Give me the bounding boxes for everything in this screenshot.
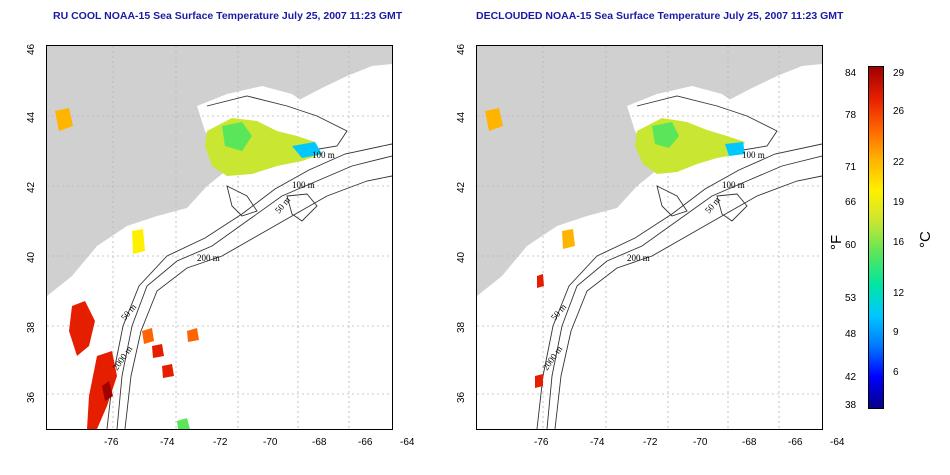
y-tick-label: 42 [456, 181, 467, 193]
y-tick-label: 46 [26, 43, 37, 55]
right-map-title: DECLOUDED NOAA-15 Sea Surface Temperatur… [476, 10, 844, 22]
x-tick-label: -64 [400, 437, 415, 448]
contour-label: 100 m [292, 180, 315, 190]
x-tick-label: -72 [643, 437, 658, 448]
celsius-tick: 6 [893, 367, 899, 378]
x-tick-label: -72 [213, 437, 228, 448]
x-tick-label: -76 [104, 437, 119, 448]
y-tick-label: 40 [456, 251, 467, 263]
right-sst-map: 100 m 100 m 50 m 200 m 50 m 2000 m [476, 45, 823, 430]
fahrenheit-tick: 71 [845, 162, 857, 173]
x-tick-label: -68 [312, 437, 327, 448]
x-tick-label: -68 [742, 437, 757, 448]
y-tick-label: 38 [456, 321, 467, 333]
celsius-tick: 9 [893, 327, 899, 338]
ocean-region [477, 64, 822, 429]
x-tick-label: -70 [693, 437, 708, 448]
x-tick-label: -70 [263, 437, 278, 448]
y-tick-label: 40 [26, 251, 37, 263]
bathymetry-contours [106, 95, 392, 429]
fahrenheit-unit-label: °F [828, 234, 845, 250]
sst-data-patches [485, 108, 745, 388]
contour-label: 100 m [722, 180, 745, 190]
fahrenheit-tick: 48 [845, 329, 857, 340]
contour-label: 200 m [197, 253, 220, 263]
x-tick-label: -76 [534, 437, 549, 448]
celsius-tick: 12 [893, 288, 905, 299]
left-map-canvas: 100 m 100 m 50 m 200 m 50 m 2000 m [47, 46, 392, 429]
contour-label: 200 m [627, 253, 650, 263]
x-tick-label: -74 [590, 437, 605, 448]
contour-label: 100 m [312, 150, 335, 160]
y-tick-label: 44 [26, 111, 37, 123]
y-tick-label: 46 [456, 43, 467, 55]
x-tick-label: -66 [788, 437, 803, 448]
left-sst-map: 100 m 100 m 50 m 200 m 50 m 2000 m [46, 45, 393, 430]
fahrenheit-tick: 84 [845, 68, 857, 79]
celsius-tick: 22 [893, 157, 905, 168]
celsius-tick: 29 [893, 68, 905, 79]
celsius-tick: 16 [893, 237, 905, 248]
fahrenheit-tick: 53 [845, 293, 857, 304]
y-tick-label: 38 [26, 321, 37, 333]
y-tick-label: 36 [456, 391, 467, 403]
right-map-canvas: 100 m 100 m 50 m 200 m 50 m 2000 m [477, 46, 822, 429]
x-tick-label: -66 [358, 437, 373, 448]
fahrenheit-tick: 60 [845, 240, 857, 251]
sst-data-patches [55, 108, 322, 429]
sst-colorbar [868, 66, 884, 409]
colorbar-fill [869, 67, 883, 408]
fahrenheit-tick: 42 [845, 372, 857, 383]
celsius-unit-label: °C [917, 231, 934, 248]
fahrenheit-tick: 78 [845, 110, 857, 121]
fahrenheit-tick: 66 [845, 197, 857, 208]
fahrenheit-tick: 38 [845, 400, 857, 411]
y-tick-label: 42 [26, 181, 37, 193]
contour-label: 100 m [742, 150, 765, 160]
y-tick-label: 36 [26, 391, 37, 403]
celsius-tick: 26 [893, 106, 905, 117]
x-tick-label: -74 [160, 437, 175, 448]
map-grid [47, 46, 392, 429]
map-grid [477, 46, 822, 429]
celsius-tick: 19 [893, 197, 905, 208]
left-map-title: RU COOL NOAA-15 Sea Surface Temperature … [53, 10, 403, 22]
colorbar-gradient [869, 67, 883, 408]
x-tick-label: -64 [830, 437, 845, 448]
y-tick-label: 44 [456, 111, 467, 123]
